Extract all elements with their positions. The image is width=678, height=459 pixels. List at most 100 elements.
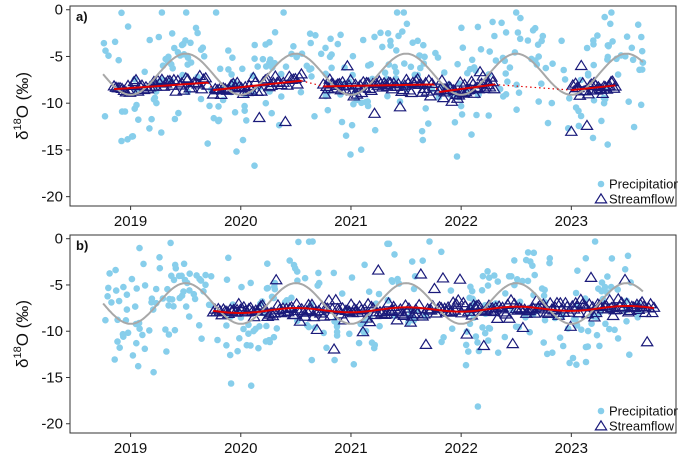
precipitation-point	[166, 295, 173, 303]
streamflow-fit-line	[323, 83, 434, 88]
precipitation-point	[239, 65, 246, 73]
precipitation-point	[141, 68, 148, 76]
streamflow-point	[404, 86, 418, 98]
precipitation-point	[465, 348, 472, 355]
streamflow-point	[418, 76, 433, 88]
precipitation-point	[623, 33, 631, 40]
precipitation-point	[636, 66, 643, 74]
precipitation-point	[401, 60, 408, 67]
streamflow-point	[288, 308, 302, 319]
x-tick-label: 2023	[555, 213, 588, 230]
y-axis-label: δ18O (‰)	[12, 72, 32, 140]
precipitation-point	[566, 95, 573, 102]
precipitation-point	[123, 306, 131, 313]
precipitation-point	[511, 257, 518, 264]
precipitation-point	[295, 238, 302, 246]
x-tick-label: 2019	[114, 213, 147, 230]
precipitation-point	[155, 33, 163, 41]
precipitation-point	[384, 30, 392, 37]
precipitation-point	[140, 260, 147, 268]
precipitation-point	[139, 331, 146, 339]
precipitation-point	[628, 44, 636, 52]
streamflow-point	[367, 107, 382, 118]
streamflow-point	[322, 293, 336, 305]
y-tick-label: -15	[41, 369, 63, 386]
precipitation-point	[102, 316, 109, 324]
precipitation-point	[441, 69, 448, 76]
precipitation-point	[451, 119, 459, 126]
precipitation-point	[307, 39, 315, 47]
precipitation-point	[583, 44, 591, 52]
precipitation-point	[478, 287, 486, 294]
legend-precipitation-marker	[597, 407, 605, 415]
precipitation-point	[364, 62, 372, 69]
streamflow-point	[343, 73, 358, 85]
precipitation-point	[491, 32, 498, 40]
streamflow-point	[645, 306, 659, 318]
precipitation-point	[634, 21, 642, 29]
panel-label: a)	[76, 9, 88, 24]
precipitation-point	[637, 101, 645, 109]
precipitation-point	[538, 285, 546, 292]
precipitation-point	[484, 268, 491, 275]
streamflow-points	[107, 59, 623, 136]
precipitation-point	[308, 73, 315, 80]
precipitation-point	[468, 56, 476, 64]
precipitation-point	[614, 335, 622, 342]
streamflow-point	[410, 307, 425, 318]
streamflow-point	[294, 67, 309, 79]
precipitation-point	[393, 9, 401, 16]
precipitation-point	[505, 273, 513, 280]
precipitation-point	[227, 380, 235, 387]
precipitation-point	[506, 64, 514, 71]
precipitation-point	[165, 331, 173, 338]
precipitation-point	[590, 61, 597, 69]
precipitation-point	[409, 39, 417, 46]
precipitation-point	[558, 37, 565, 45]
precipitation-point	[182, 37, 189, 44]
precipitation-point	[112, 266, 119, 274]
precipitation-point	[264, 284, 272, 292]
precipitation-point	[458, 24, 465, 32]
streamflow-point	[129, 73, 143, 85]
precipitation-point	[596, 342, 603, 350]
precipitation-point	[593, 331, 601, 339]
precipitation-point	[502, 29, 510, 36]
precipitation-point	[115, 297, 123, 305]
precipitation-point	[454, 60, 461, 68]
precipitation-point	[328, 51, 335, 58]
precipitation-point	[421, 53, 428, 61]
streamflow-point	[606, 309, 620, 321]
precipitation-point	[584, 327, 592, 335]
precipitation-point	[136, 244, 143, 252]
streamflow-point	[371, 263, 386, 275]
precipitation-point	[116, 344, 123, 352]
precipitation-point	[626, 351, 633, 359]
precipitation-point	[624, 252, 632, 260]
precipitation-point	[391, 63, 399, 71]
precipitation-point	[101, 113, 109, 120]
streamflow-point	[484, 71, 499, 82]
precipitation-point	[407, 63, 415, 71]
precipitation-point	[578, 326, 585, 334]
precipitation-point	[499, 93, 507, 100]
precipitation-point	[426, 238, 433, 245]
precipitation-point	[251, 55, 258, 62]
precipitation-point	[120, 283, 127, 291]
precipitation-point	[607, 20, 614, 28]
streamflow-point	[363, 315, 377, 327]
precipitation-point	[535, 53, 542, 60]
precipitation-point	[376, 322, 383, 330]
streamflow-point	[181, 72, 195, 84]
precipitation-point	[233, 148, 240, 155]
precipitation-point	[243, 117, 250, 124]
precipitation-point	[604, 141, 611, 148]
precipitation-point	[485, 324, 493, 332]
precipitation-point	[384, 92, 391, 100]
precipitation-point	[534, 41, 542, 48]
precipitation-point	[625, 98, 632, 105]
precipitation-point	[629, 56, 637, 64]
streamflow-point	[502, 312, 517, 323]
precipitation-point	[273, 325, 281, 332]
streamflow-point	[487, 82, 501, 94]
